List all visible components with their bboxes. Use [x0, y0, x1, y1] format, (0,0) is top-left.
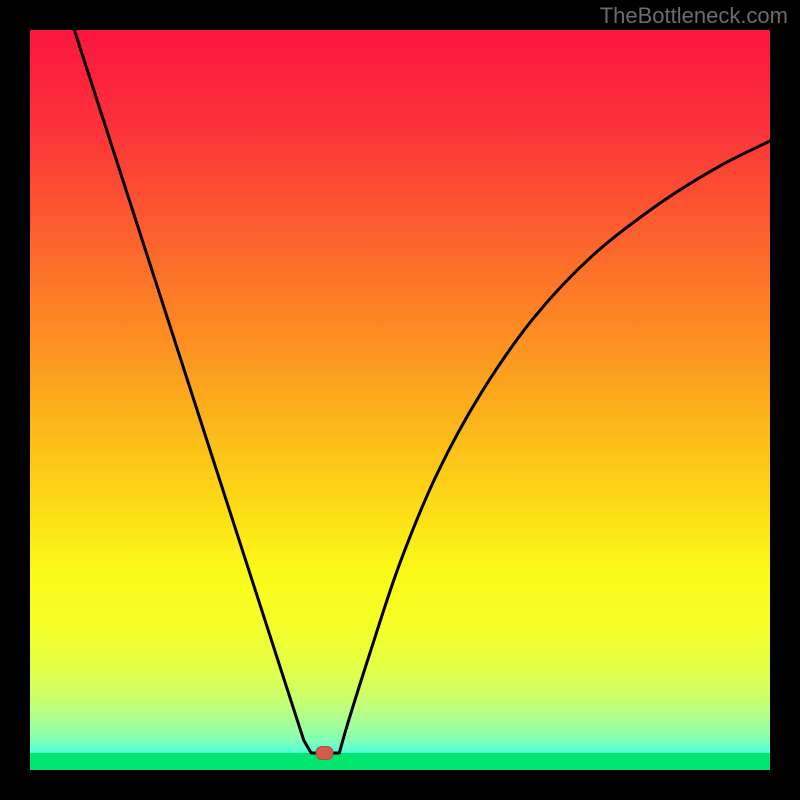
chart-container: TheBottleneck.com [0, 0, 800, 800]
watermark-text: TheBottleneck.com [600, 3, 788, 29]
bottleneck-chart [0, 0, 800, 800]
